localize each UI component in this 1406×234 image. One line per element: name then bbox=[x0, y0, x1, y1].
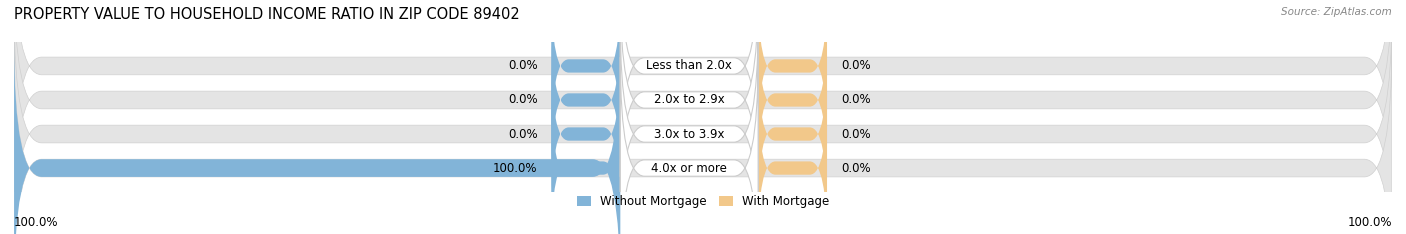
FancyBboxPatch shape bbox=[14, 7, 1392, 234]
Text: 0.0%: 0.0% bbox=[841, 161, 870, 175]
Text: 4.0x or more: 4.0x or more bbox=[651, 161, 727, 175]
FancyBboxPatch shape bbox=[14, 41, 620, 234]
FancyBboxPatch shape bbox=[758, 90, 827, 234]
FancyBboxPatch shape bbox=[551, 90, 620, 234]
FancyBboxPatch shape bbox=[758, 22, 827, 179]
Text: 0.0%: 0.0% bbox=[841, 59, 870, 73]
Text: 100.0%: 100.0% bbox=[14, 216, 59, 229]
Text: Source: ZipAtlas.com: Source: ZipAtlas.com bbox=[1281, 7, 1392, 17]
FancyBboxPatch shape bbox=[551, 0, 620, 144]
Text: 0.0%: 0.0% bbox=[508, 128, 537, 141]
Text: 2.0x to 2.9x: 2.0x to 2.9x bbox=[654, 93, 724, 106]
FancyBboxPatch shape bbox=[551, 55, 620, 212]
Text: Less than 2.0x: Less than 2.0x bbox=[647, 59, 733, 73]
FancyBboxPatch shape bbox=[620, 23, 758, 234]
FancyBboxPatch shape bbox=[14, 41, 1392, 234]
FancyBboxPatch shape bbox=[620, 0, 758, 211]
Text: PROPERTY VALUE TO HOUSEHOLD INCOME RATIO IN ZIP CODE 89402: PROPERTY VALUE TO HOUSEHOLD INCOME RATIO… bbox=[14, 7, 520, 22]
Legend: Without Mortgage, With Mortgage: Without Mortgage, With Mortgage bbox=[572, 190, 834, 213]
Text: 3.0x to 3.9x: 3.0x to 3.9x bbox=[654, 128, 724, 141]
Text: 0.0%: 0.0% bbox=[841, 93, 870, 106]
FancyBboxPatch shape bbox=[758, 0, 827, 144]
Text: 0.0%: 0.0% bbox=[508, 59, 537, 73]
FancyBboxPatch shape bbox=[620, 0, 758, 177]
FancyBboxPatch shape bbox=[14, 0, 1392, 227]
Text: 0.0%: 0.0% bbox=[841, 128, 870, 141]
FancyBboxPatch shape bbox=[620, 57, 758, 234]
FancyBboxPatch shape bbox=[551, 22, 620, 179]
Text: 0.0%: 0.0% bbox=[508, 93, 537, 106]
FancyBboxPatch shape bbox=[758, 55, 827, 212]
Text: 100.0%: 100.0% bbox=[1347, 216, 1392, 229]
Text: 100.0%: 100.0% bbox=[494, 161, 537, 175]
FancyBboxPatch shape bbox=[14, 0, 1392, 193]
